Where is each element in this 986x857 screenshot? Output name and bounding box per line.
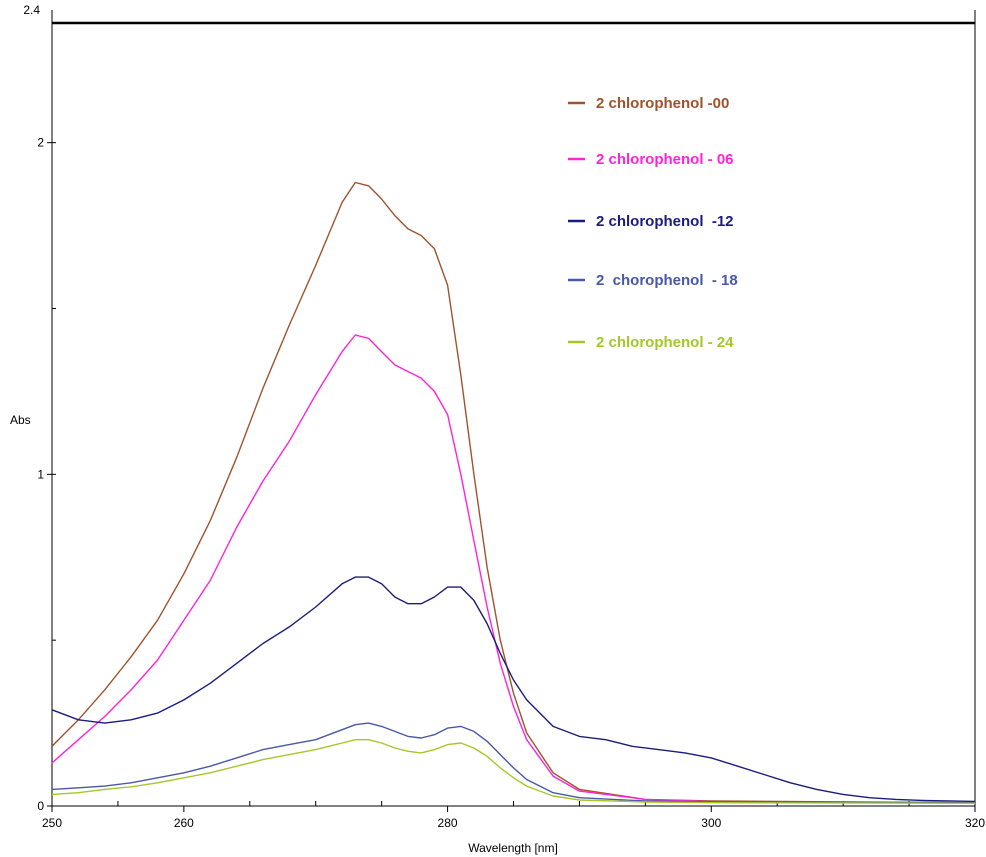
series-line-0 — [51, 181, 976, 804]
series-lines — [51, 181, 976, 804]
legend-label-1: 2 chlorophenol - 06 — [596, 151, 734, 168]
series-line-2 — [51, 576, 976, 803]
legend-label-0: 2 chlorophenol -00 — [596, 95, 729, 112]
series-line-4 — [51, 739, 976, 804]
plot-frame — [51, 10, 976, 807]
y-top-tick-label: 2.4 — [23, 3, 40, 17]
legend-label-3: 2 chorophenol - 18 — [596, 272, 738, 289]
x-tick-label-320: 320 — [965, 816, 985, 830]
y-axis-label: Abs — [10, 413, 31, 427]
legend-label-2: 2 chlorophenol -12 — [596, 213, 734, 230]
y-tick-label-0: 0 — [37, 799, 44, 813]
x-tick-label-280: 280 — [438, 816, 458, 830]
axis-ticks: 250 260 280 300 320 0 1 2 — [37, 136, 985, 830]
series-line-3 — [51, 722, 976, 804]
x-tick-label-250: 250 — [42, 816, 62, 830]
series-line-1 — [51, 334, 976, 804]
legend-label-4: 2 chlorophenol - 24 — [596, 334, 734, 351]
x-tick-label-260: 260 — [174, 816, 194, 830]
y-tick-label-1: 1 — [37, 467, 44, 481]
legend: 2 chlorophenol -00 2 chlorophenol - 06 2 c… — [568, 95, 738, 351]
y-tick-label-2: 2 — [37, 136, 44, 150]
x-axis-label: Wavelength [nm] — [468, 841, 558, 855]
x-tick-label-300: 300 — [701, 816, 721, 830]
